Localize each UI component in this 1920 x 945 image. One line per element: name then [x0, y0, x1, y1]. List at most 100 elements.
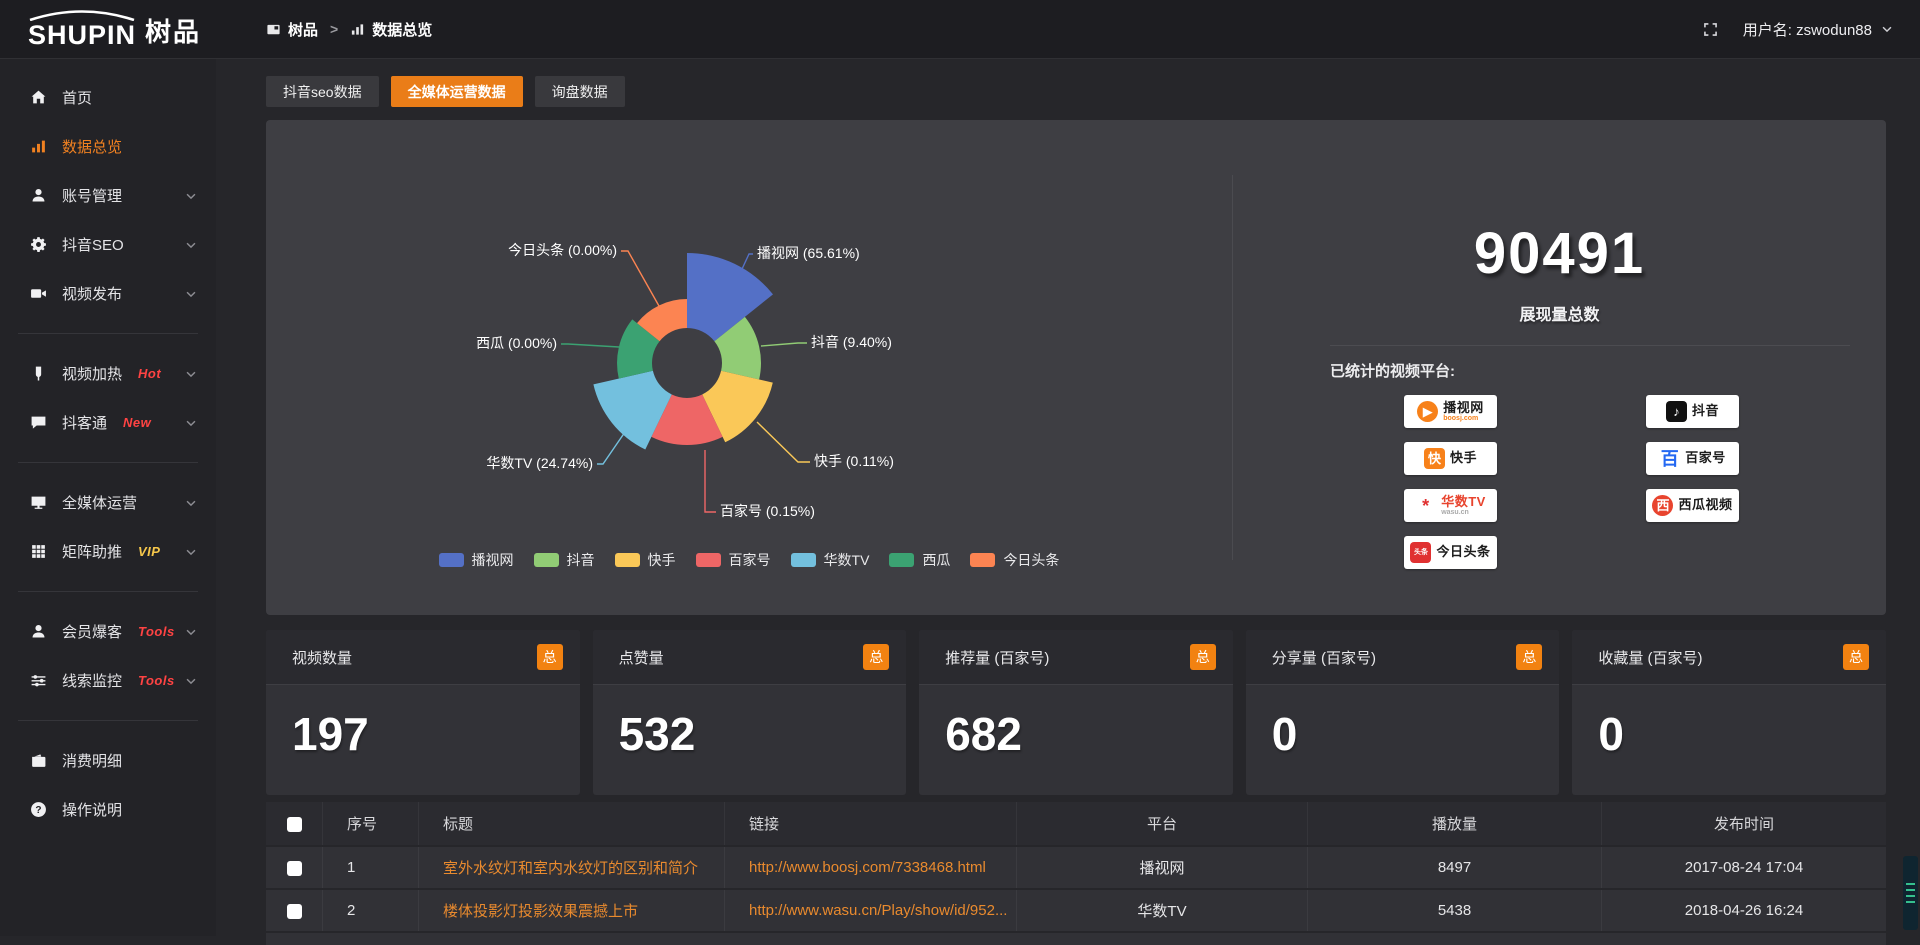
- sidebar-item[interactable]: [18, 720, 198, 721]
- breadcrumb-current-label: 数据总览: [372, 19, 432, 40]
- legend-swatch: [791, 553, 816, 567]
- username-label: 用户名: zswodun88: [1743, 19, 1872, 40]
- legend-item[interactable]: 百家号: [696, 550, 771, 570]
- sidebar-item-icon: ?: [30, 801, 47, 818]
- sidebar-item-label: 会员爆客: [62, 621, 122, 642]
- platform-name: 西瓜视频: [1678, 498, 1732, 512]
- platform-name: 快手: [1450, 451, 1477, 465]
- legend-item[interactable]: 西瓜: [889, 550, 950, 570]
- legend-item[interactable]: 播视网: [439, 550, 514, 570]
- platform-logo-icon: ▶: [1417, 401, 1438, 422]
- sidebar-item-icon: [30, 89, 47, 106]
- sidebar-item-icon: [30, 138, 47, 155]
- sidebar-item-icon: [30, 672, 47, 689]
- tab-button[interactable]: 抖音seo数据: [266, 76, 379, 107]
- total-badge: 总: [1190, 644, 1216, 670]
- sidebar-item-badge: Tools: [138, 624, 175, 639]
- breadcrumb-root-label: 树品: [288, 19, 318, 40]
- sidebar-item-icon: [30, 236, 47, 253]
- tab-button[interactable]: 询盘数据: [535, 76, 625, 107]
- cell-title-link[interactable]: 室外水纹灯和室内水纹灯的区别和简介: [418, 847, 724, 888]
- legend-item[interactable]: 今日头条: [970, 550, 1059, 570]
- sidebar-item[interactable]: [18, 591, 198, 592]
- sidebar-item-icon: [30, 623, 47, 640]
- platform-badge: ♪ 抖音: [1646, 395, 1739, 428]
- sidebar-item[interactable]: 账号管理: [0, 171, 216, 220]
- sidebar-item-label: 视频加热: [62, 363, 122, 384]
- user-menu[interactable]: 用户名: zswodun88: [1743, 19, 1894, 40]
- sidebar-item[interactable]: 矩阵助推 VIP: [0, 527, 216, 576]
- side-float-widget[interactable]: [1903, 856, 1918, 930]
- sidebar-item[interactable]: ? 操作说明: [0, 785, 216, 834]
- pie-label: 抖音 (9.40%): [811, 334, 892, 350]
- sidebar-item[interactable]: 首页: [0, 73, 216, 122]
- pie-label-line: [561, 344, 619, 347]
- legend-swatch: [970, 553, 995, 567]
- table-header-row: 序号 标题 链接 平台 播放量 发布时间: [266, 802, 1886, 845]
- sidebar-item[interactable]: 线索监控 Tools: [0, 656, 216, 705]
- breadcrumb-current[interactable]: 数据总览: [350, 19, 432, 40]
- stat-card: 点赞量 总 532: [593, 630, 907, 795]
- logo-arc: [26, 10, 138, 21]
- sidebar-item-label: 账号管理: [62, 185, 122, 206]
- tab-button[interactable]: 全媒体运营数据: [391, 76, 523, 107]
- sidebar-item[interactable]: 视频加热 Hot: [0, 349, 216, 398]
- total-badge: 总: [1516, 644, 1542, 670]
- cell-url-link[interactable]: http://www.wasu.cn/Play/show/id/952...: [724, 890, 1016, 931]
- breadcrumb-root[interactable]: 树品: [266, 19, 318, 40]
- row-checkbox[interactable]: [287, 861, 302, 876]
- legend-item[interactable]: 华数TV: [791, 550, 870, 570]
- stat-card: 推荐量 (百家号) 总 682: [919, 630, 1233, 795]
- cell-no: 1: [322, 847, 418, 888]
- cell-url-link[interactable]: http://www.boosj.com/7338468.html: [724, 847, 1016, 888]
- total-badge: 总: [1843, 644, 1869, 670]
- cell-time: 2017-08-24 17:04: [1601, 847, 1886, 888]
- sidebar-item[interactable]: 抖客通 New: [0, 398, 216, 447]
- sidebar-item[interactable]: [18, 333, 198, 334]
- pie-label-line: [621, 251, 659, 306]
- sidebar-item-label: 视频发布: [62, 283, 122, 304]
- platform-subtext: boosj.com: [1443, 415, 1478, 423]
- cell-plays: 5438: [1307, 890, 1601, 931]
- sidebar-item-icon: [30, 494, 47, 511]
- sidebar-item[interactable]: 全媒体运营: [0, 478, 216, 527]
- platform-badge: 快 快手: [1404, 442, 1497, 475]
- sidebar-item-label: 首页: [62, 87, 92, 108]
- sidebar-item[interactable]: 抖音SEO: [0, 220, 216, 269]
- pie-slice-播视网[interactable]: [687, 253, 773, 341]
- stat-card-title: 推荐量 (百家号): [945, 647, 1049, 668]
- chevron-down-icon: [184, 367, 198, 381]
- sidebar-item[interactable]: 数据总览: [0, 122, 216, 171]
- table-row: 1 室外水纹灯和室内水纹灯的区别和简介 http://www.boosj.com…: [266, 847, 1886, 888]
- cell-no: 2: [322, 890, 418, 931]
- platform-badge: * 华数TV wasu.cn: [1404, 489, 1497, 522]
- row-checkbox[interactable]: [287, 904, 302, 919]
- stat-card-value: 0: [1572, 685, 1886, 761]
- platform-logo-icon: 头条: [1410, 542, 1431, 563]
- sidebar-item[interactable]: 视频发布: [0, 269, 216, 318]
- total-impressions-caption: 展现量总数: [1233, 301, 1886, 325]
- chevron-down-icon: [184, 496, 198, 510]
- sidebar-item[interactable]: 会员爆客 Tools: [0, 607, 216, 656]
- platform-badge: 百 百家号: [1646, 442, 1739, 475]
- legend-label: 播视网: [472, 550, 514, 570]
- sidebar-item[interactable]: [18, 462, 198, 463]
- select-all-checkbox[interactable]: [287, 817, 302, 832]
- logo-suffix: 树品: [145, 12, 201, 49]
- platform-name: 今日头条: [1436, 545, 1490, 559]
- pie-label: 快手 (0.11%): [814, 453, 894, 469]
- legend-item[interactable]: 抖音: [534, 550, 595, 570]
- column-header-no: 序号: [322, 802, 418, 845]
- platform-name: 百家号: [1685, 451, 1726, 465]
- sidebar-item-icon: [30, 365, 47, 382]
- fullscreen-icon[interactable]: [1702, 21, 1719, 38]
- pie-label: 西瓜 (0.00%): [476, 335, 557, 351]
- cell-title-link[interactable]: 楼体投影灯投影效果震撼上市: [418, 890, 724, 931]
- sidebar-item-icon: [30, 285, 47, 302]
- column-header-link: 链接: [724, 802, 1016, 845]
- legend-label: 今日头条: [1003, 550, 1059, 570]
- sidebar-item[interactable]: 消费明细: [0, 736, 216, 785]
- legend-item[interactable]: 快手: [615, 550, 676, 570]
- legend-swatch: [696, 553, 721, 567]
- sidebar-item-label: 操作说明: [62, 799, 122, 820]
